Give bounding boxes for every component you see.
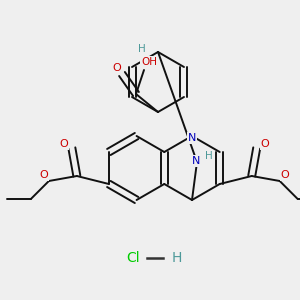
Text: N: N — [188, 133, 196, 143]
Text: O: O — [280, 170, 289, 180]
Text: N: N — [192, 156, 200, 166]
Text: Cl: Cl — [126, 251, 140, 265]
Text: O: O — [112, 63, 122, 73]
Text: H: H — [172, 251, 182, 265]
Text: H: H — [138, 44, 146, 54]
Text: O: O — [260, 139, 269, 149]
Text: H: H — [205, 151, 213, 161]
Text: O: O — [59, 139, 68, 149]
Text: O: O — [40, 170, 48, 180]
Text: OH: OH — [141, 57, 157, 67]
